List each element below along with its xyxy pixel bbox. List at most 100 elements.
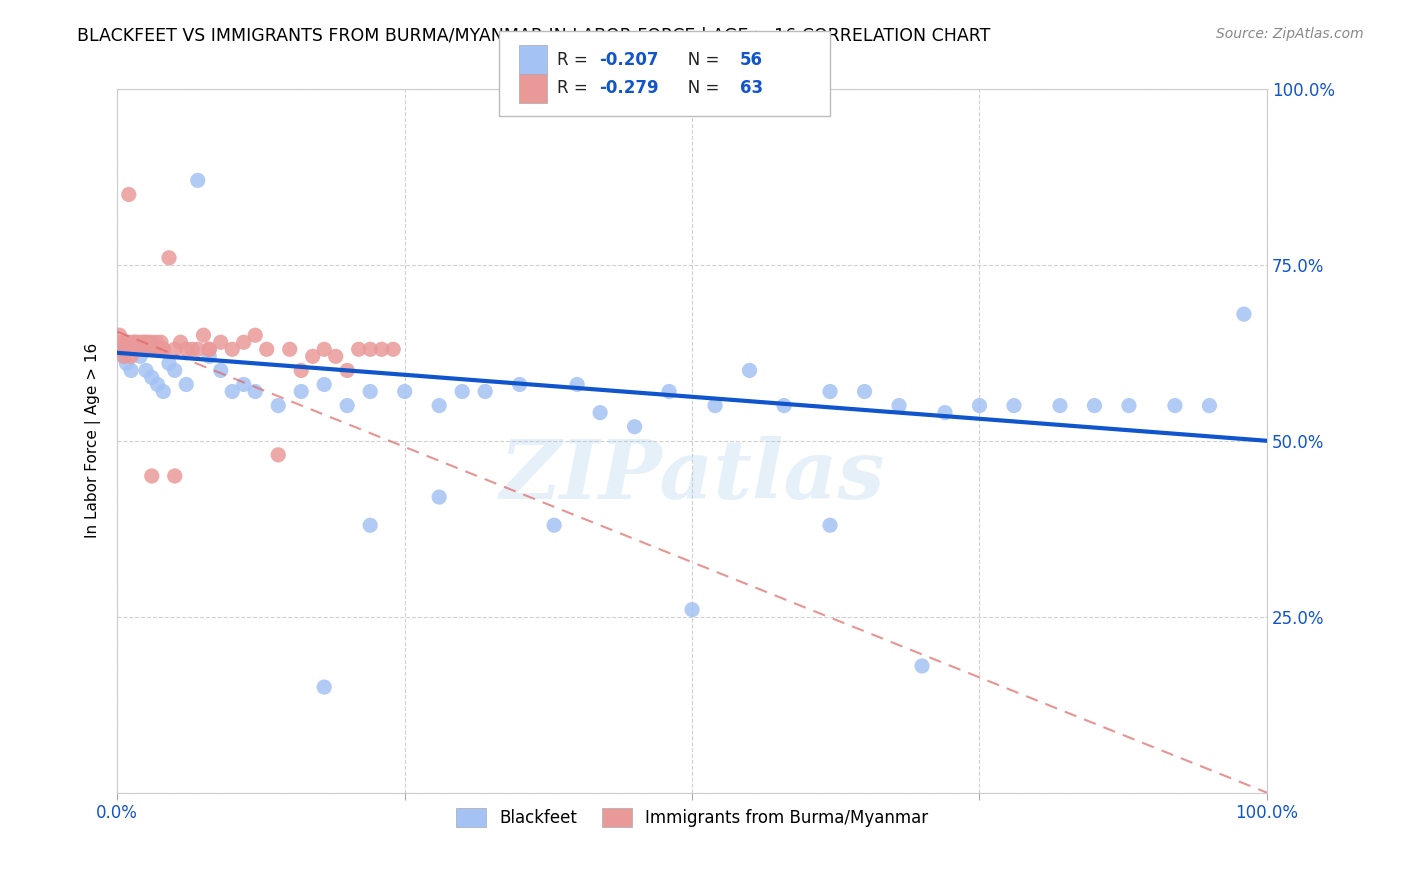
Point [314,343,336,357]
Point [1233,307,1256,321]
Point [623,419,645,434]
Point [122,335,145,350]
Point [118,343,141,357]
Point [853,384,876,399]
Point [120,349,142,363]
Point [427,490,450,504]
Point [221,384,243,399]
Point [658,384,681,399]
Point [1118,399,1140,413]
Text: 56: 56 [740,51,762,69]
Point [143,343,166,357]
Point [117,343,139,357]
Point [149,335,172,350]
Point [1083,399,1105,413]
Point [187,173,209,187]
Point [704,399,727,413]
Point [451,384,474,399]
Point [181,343,204,357]
Point [818,518,841,533]
Point [115,335,138,350]
Point [1198,399,1220,413]
Point [198,343,221,357]
Point [115,356,138,370]
Point [589,406,612,420]
Point [1049,399,1071,413]
Point [209,335,232,350]
Point [120,363,142,377]
Point [427,399,450,413]
Point [152,343,174,357]
Point [127,335,149,350]
Point [136,343,159,357]
Point [278,343,301,357]
Point [112,349,135,363]
Point [129,349,152,363]
Point [131,343,153,357]
Point [267,399,290,413]
Point [157,251,180,265]
Text: -0.207: -0.207 [599,51,658,69]
Point [111,335,134,350]
Point [336,363,359,377]
Point [232,377,254,392]
Point [336,399,359,413]
Point [232,335,254,350]
Point [131,335,153,350]
Point [121,343,143,357]
Point [290,384,312,399]
Point [198,343,221,357]
Point [509,377,531,392]
Point [124,335,146,350]
Point [111,349,134,363]
Point [128,343,150,357]
Point [887,399,910,413]
Point [314,680,336,694]
Point [163,363,186,377]
Point [129,343,152,357]
Text: Source: ZipAtlas.com: Source: ZipAtlas.com [1216,27,1364,41]
Point [681,602,703,616]
Y-axis label: In Labor Force | Age > 16: In Labor Force | Age > 16 [86,343,101,539]
Point [934,406,956,420]
Point [118,187,141,202]
Point [157,356,180,370]
Point [125,343,148,357]
Point [118,343,141,357]
Point [301,349,323,363]
Point [124,343,146,357]
Point [347,343,370,357]
Point [108,328,131,343]
Text: N =: N = [672,79,724,97]
Point [187,343,209,357]
Point [169,335,191,350]
Point [359,518,381,533]
Text: -0.279: -0.279 [599,79,658,97]
Point [474,384,496,399]
Point [738,363,761,377]
Point [145,335,167,350]
Text: ZIPatlas: ZIPatlas [499,436,884,516]
Point [314,377,336,392]
Text: N =: N = [672,51,724,69]
Point [174,343,197,357]
Point [148,343,170,357]
Point [370,343,392,357]
Point [146,377,169,392]
Point [138,343,160,357]
Point [141,469,163,483]
Point [118,335,141,350]
Point [221,343,243,357]
Point [152,384,174,399]
Point [1002,399,1025,413]
Point [543,518,565,533]
Point [245,384,267,399]
Point [135,335,157,350]
Point [267,448,290,462]
Point [141,370,163,384]
Point [245,328,267,343]
Text: BLACKFEET VS IMMIGRANTS FROM BURMA/MYANMAR IN LABOR FORCE | AGE > 16 CORRELATION: BLACKFEET VS IMMIGRANTS FROM BURMA/MYANM… [77,27,991,45]
Text: R =: R = [557,79,593,97]
Point [127,343,149,357]
Point [969,399,991,413]
